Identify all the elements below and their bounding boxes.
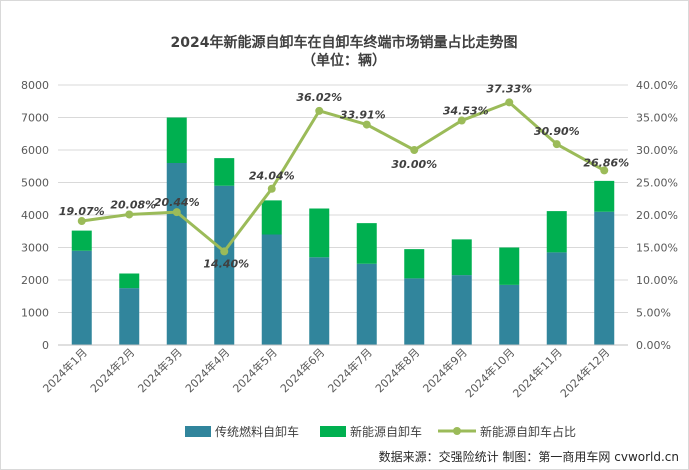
bar-traditional (166, 163, 187, 345)
y-tick-label: 6000 (21, 144, 49, 157)
bar-nev (119, 273, 140, 289)
ratio-polyline (81, 100, 605, 253)
bar-traditional (356, 263, 377, 345)
ratio-point (600, 166, 609, 175)
x-tick-label: 2024年10月 (462, 345, 517, 400)
bar-nev (71, 230, 92, 251)
y-tick-label: 7000 (21, 112, 49, 125)
y-tick-label: 8000 (21, 79, 49, 92)
x-tick-label: 2024年6月 (277, 345, 327, 395)
x-axis: 2024年1月2024年2月2024年3月2024年4月2024年5月2024年… (40, 344, 628, 400)
y-tick-label: 5000 (21, 177, 49, 190)
ratio-labels: 19.07% 20.08%20.44% 14.40% 24.04% 36.02% 33.9… (59, 82, 629, 270)
ratio-label: 20.44% (154, 196, 200, 209)
y2-tick-label: 5.00% (636, 307, 671, 320)
ratio-point (410, 146, 419, 154)
bar-traditional (451, 275, 472, 345)
bar-nev (594, 180, 615, 212)
x-tick-label: 2024年3月 (135, 345, 185, 395)
source-note: 数据来源：交强险统计 制图：第一商用车网 cvworld.cn (379, 449, 679, 464)
chart-title: 2024年新能源自卸车在自卸车终端市场销量占比走势图 (171, 34, 518, 51)
ratio-label: 37.33% (486, 82, 532, 95)
y-tick-label: 4000 (21, 209, 49, 222)
bar-nev (166, 117, 187, 163)
legend-label-ratio: 新能源自卸车占比 (480, 424, 576, 439)
x-tick-label: 2024年9月 (420, 345, 470, 395)
y-axis-left: 0 1000 2000 3000 4000 5000 6000 7000 8000 (21, 79, 49, 352)
ratio-point (362, 120, 371, 129)
ratio-label: 19.07% (59, 205, 105, 218)
bar-nev (309, 208, 330, 258)
ratio-label: 34.53% (443, 105, 489, 118)
bar-traditional (261, 234, 282, 345)
bar-nev (261, 200, 282, 235)
bar-traditional (71, 250, 92, 345)
bar-traditional (404, 278, 425, 345)
bar-nev (499, 247, 520, 285)
ratio-label: 14.40% (203, 257, 249, 270)
bar-traditional (499, 284, 520, 345)
ratio-label: 24.04% (249, 170, 295, 183)
bar-traditional (594, 211, 615, 345)
y2-tick-label: 25.00% (636, 177, 678, 190)
y-tick-label: 2000 (21, 274, 49, 287)
x-tick-label: 2024年4月 (182, 345, 232, 395)
y-tick-label: 1000 (21, 307, 49, 320)
legend-swatch-traditional (185, 426, 211, 437)
ratio-line (77, 98, 609, 256)
y2-tick-label: 40.00% (636, 79, 678, 92)
x-tick-label: 2024年8月 (372, 345, 422, 395)
bar-nev (546, 211, 567, 253)
ratio-label: 30.90% (534, 125, 580, 138)
ratio-label: 36.02% (296, 91, 342, 104)
ratio-point (77, 217, 86, 226)
bar-nev (404, 249, 425, 279)
x-tick-label: 2024年11月 (510, 345, 565, 400)
y-tick-label: 0 (42, 339, 49, 352)
legend-marker-ratio (453, 427, 461, 435)
legend: 传统燃料自卸车 新能源自卸车 新能源自卸车占比 (185, 424, 576, 439)
ratio-point (457, 116, 466, 125)
y-tick-label: 3000 (21, 242, 49, 255)
y2-tick-label: 15.00% (636, 242, 678, 255)
bar-traditional (546, 252, 567, 345)
y2-tick-label: 0.00% (636, 339, 671, 352)
legend-label-traditional: 传统燃料自卸车 (215, 424, 299, 439)
bar-nev (451, 239, 472, 276)
ratio-label: 30.00% (391, 158, 437, 171)
bar-nev (356, 223, 377, 264)
bar-nev (214, 158, 235, 186)
bar-traditional (309, 257, 330, 345)
legend-label-nev: 新能源自卸车 (350, 424, 422, 439)
ratio-label: 20.08% (110, 198, 156, 211)
chart-subtitle: （单位：辆） (302, 52, 386, 69)
x-tick-label: 2024年5月 (230, 345, 280, 395)
legend-swatch-nev (320, 426, 346, 437)
ratio-label: 26.86% (583, 156, 629, 169)
x-tick-label: 2024年2月 (87, 345, 137, 395)
ratio-label: 33.91% (340, 109, 386, 122)
y2-tick-label: 10.00% (636, 274, 678, 287)
y-axis-right: 0.00% 5.00% 10.00% 15.00% 20.00% 25.00% 30.00%… (636, 79, 678, 352)
x-tick-label: 2024年12月 (557, 345, 612, 400)
ratio-point (505, 98, 514, 107)
bar-traditional (214, 185, 235, 345)
y2-tick-label: 35.00% (636, 112, 678, 125)
y2-tick-label: 20.00% (636, 209, 678, 222)
ratio-point (220, 247, 229, 256)
ratio-point (172, 208, 181, 217)
ratio-point (552, 140, 561, 149)
ratio-point (315, 106, 324, 115)
ratio-point (125, 210, 134, 219)
x-tick-label: 2024年7月 (325, 345, 375, 395)
x-tick-label: 2024年1月 (40, 345, 90, 395)
bars (71, 117, 615, 345)
ratio-point (267, 184, 276, 193)
y2-tick-label: 30.00% (636, 144, 678, 157)
bar-traditional (119, 288, 140, 345)
